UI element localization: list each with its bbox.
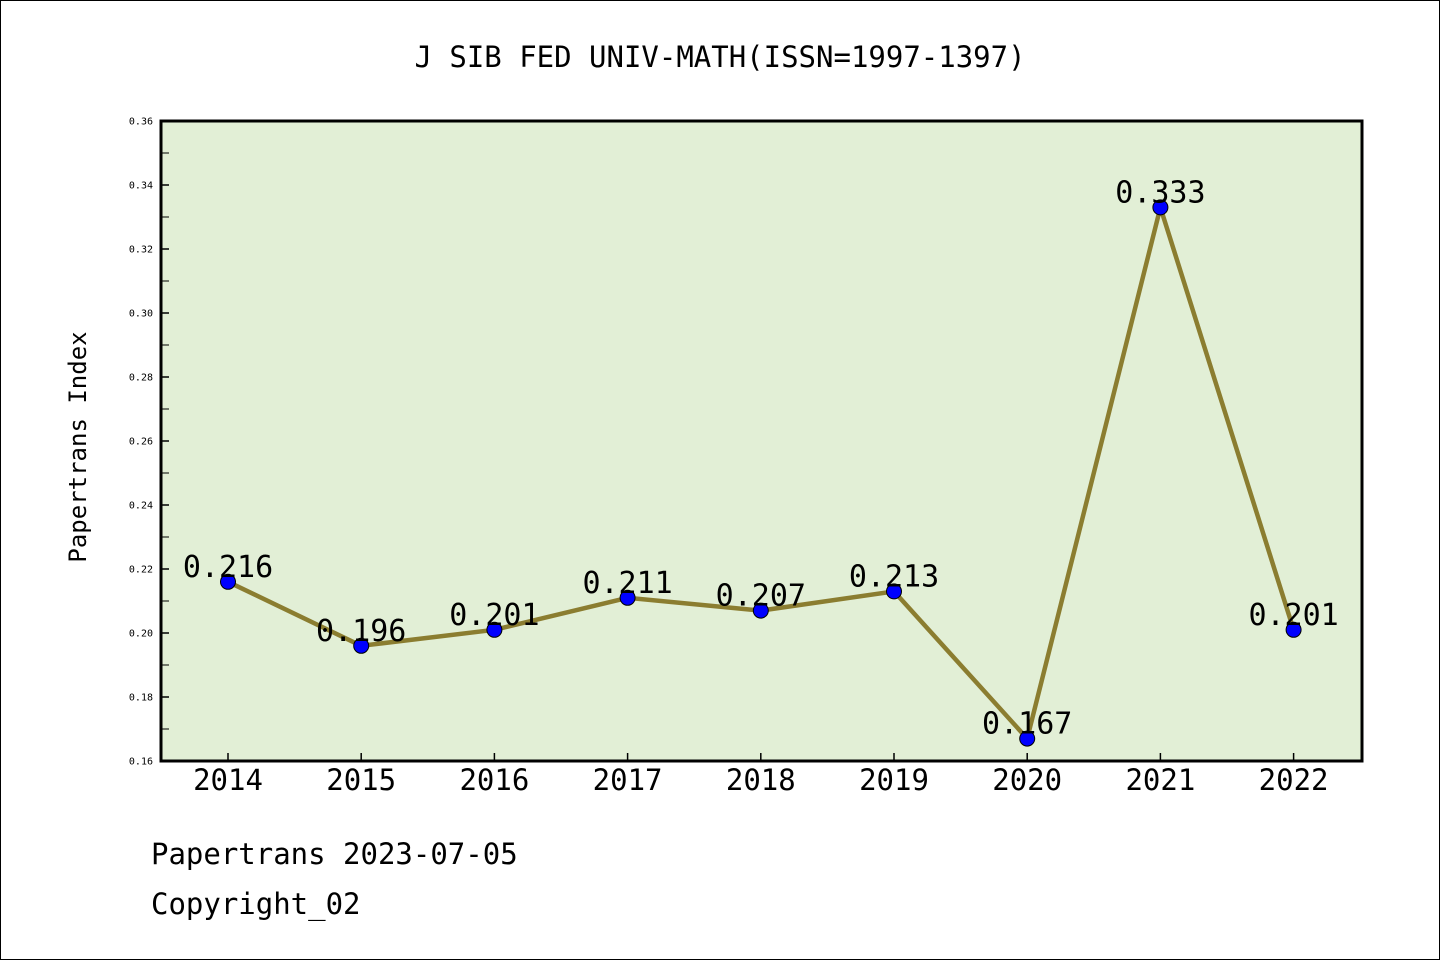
- y-tick-label: 0.18: [129, 693, 153, 704]
- x-tick-label: 2014: [193, 763, 263, 797]
- x-tick-label: 2022: [1259, 763, 1329, 797]
- data-label: 0.333: [1115, 175, 1205, 210]
- data-label: 0.207: [716, 579, 806, 614]
- plot-area: [159, 119, 1364, 763]
- y-tick-label: 0.24: [129, 501, 153, 512]
- y-tick-label: 0.34: [129, 181, 153, 192]
- data-label: 0.201: [449, 598, 539, 633]
- source-date-text: Papertrans 2023-07-05: [151, 837, 518, 871]
- data-label: 0.167: [982, 707, 1072, 742]
- data-label: 0.201: [1248, 598, 1338, 633]
- y-tick-label: 0.36: [129, 117, 153, 128]
- x-tick-label: 2016: [459, 763, 529, 797]
- y-tick-label: 0.22: [129, 565, 153, 576]
- data-point: [619, 589, 636, 606]
- y-axis: 0.16 0.18 0.20 0.22 0.24 0.26 0.28 0.30 0.32 0.34…: [129, 117, 169, 768]
- data-point: [886, 583, 902, 600]
- y-tick-label: 0.26: [129, 437, 153, 448]
- data-point: [1285, 621, 1302, 638]
- data-labels: 0.216 0.196 0.201 0.211 0.207 0.213 0.167 0.333…: [183, 175, 1339, 741]
- copyright-text: Copyright_02: [151, 887, 361, 921]
- x-tick-label: 2017: [593, 763, 663, 797]
- data-point: [220, 573, 236, 590]
- data-point: [752, 602, 769, 619]
- data-label: 0.211: [582, 566, 672, 601]
- x-axis: 2014 2015 2016 2017 2018 2019 2020 2021 2022: [193, 753, 1329, 797]
- data-point: [1152, 199, 1169, 216]
- data-point: [486, 621, 503, 638]
- x-tick-label: 2018: [726, 763, 796, 797]
- data-point: [1019, 730, 1036, 747]
- data-label: 0.213: [849, 559, 939, 594]
- y-tick-label: 0.32: [129, 245, 153, 256]
- y-tick-label: 0.20: [129, 629, 153, 640]
- x-tick-label: 2020: [992, 763, 1062, 797]
- chart-title: J SIB FED UNIV-MATH(ISSN=1997-1397): [414, 40, 1025, 74]
- data-label: 0.216: [183, 550, 273, 585]
- x-tick-label: 2021: [1125, 763, 1195, 797]
- y-tick-label: 0.28: [129, 373, 153, 384]
- series-group: [220, 199, 1302, 747]
- x-tick-label: 2015: [326, 763, 396, 797]
- y-axis-label: Papertrans Index: [64, 331, 92, 562]
- y-tick-label: 0.16: [129, 757, 153, 768]
- x-tick-label: 2019: [859, 763, 929, 797]
- y-tick-label: 0.30: [129, 309, 153, 320]
- data-point: [353, 637, 370, 654]
- data-label: 0.196: [316, 614, 406, 649]
